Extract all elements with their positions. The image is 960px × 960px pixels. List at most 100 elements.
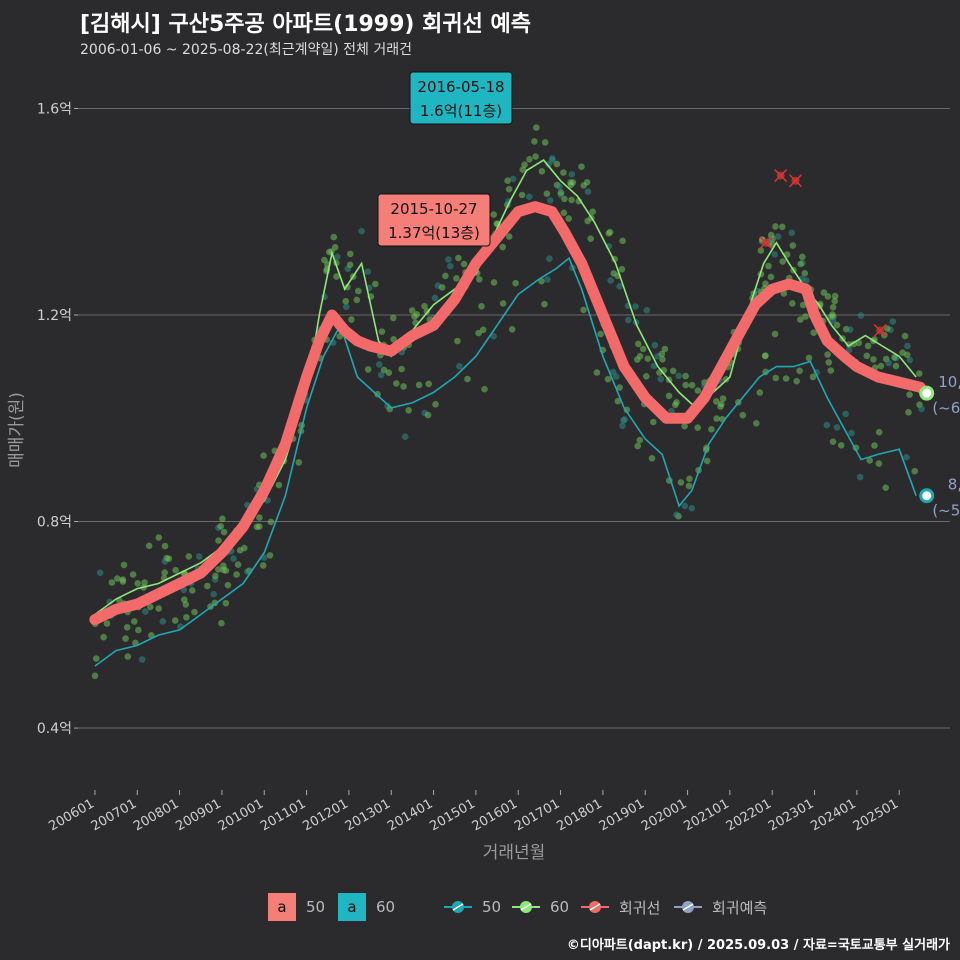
- scatter-point: [584, 188, 592, 195]
- scatter-point: [217, 523, 225, 530]
- scatter-point: [619, 422, 626, 430]
- scatter-point: [557, 189, 565, 196]
- scatter-point: [114, 575, 121, 582]
- scatter-point: [210, 590, 217, 598]
- scatter-point: [431, 294, 439, 302]
- scatter-point: [393, 380, 400, 387]
- scatter-point: [771, 251, 779, 258]
- legend-box-50: a 50: [268, 890, 325, 924]
- scatter-point: [597, 330, 604, 338]
- legend-line-50: 50: [444, 890, 501, 924]
- scatter-point: [639, 345, 647, 353]
- scatter-point: [131, 618, 138, 625]
- scatter-point: [918, 405, 925, 413]
- scatter-point: [644, 355, 652, 363]
- scatter-point: [681, 422, 688, 430]
- endpoint-area: (~50㎡): [932, 502, 960, 520]
- scatter-point: [612, 373, 620, 380]
- scatter-point: [256, 514, 263, 521]
- scatter-point: [864, 342, 872, 350]
- scatter-point: [159, 618, 167, 625]
- scatter-point: [797, 260, 804, 268]
- x-tick-label: 202401: [808, 796, 858, 834]
- y-axis-title: 매매가(원): [7, 392, 27, 468]
- scatter-point: [797, 316, 804, 323]
- scatter-point: [565, 215, 572, 222]
- scatter-point: [857, 312, 865, 319]
- scatter-point: [567, 179, 574, 186]
- scatter-point: [481, 385, 488, 393]
- annotation-date: 2016-05-18: [417, 78, 504, 96]
- scatter-point: [519, 166, 527, 173]
- scatter-point: [625, 316, 632, 324]
- scatter-point: [212, 572, 219, 580]
- scatter-point: [668, 407, 675, 415]
- scatter-point: [476, 276, 483, 283]
- scatter-point: [779, 223, 786, 231]
- scatter-point: [220, 528, 228, 536]
- scatter-point: [460, 260, 468, 268]
- scatter-point: [899, 349, 906, 357]
- scatter-point: [432, 401, 439, 408]
- scatter-point: [916, 370, 923, 377]
- scatter-point: [809, 373, 817, 381]
- x-tick-label: 200801: [131, 796, 181, 834]
- scatter-point: [266, 552, 274, 559]
- scatter-point: [526, 156, 533, 163]
- scatter-point: [230, 555, 237, 562]
- scatter-point: [793, 377, 800, 385]
- scatter-point: [805, 354, 813, 362]
- x-tick-label: 202301: [766, 796, 816, 834]
- scatter-point: [155, 534, 163, 541]
- scatter-point: [172, 566, 179, 574]
- scatter-point: [681, 502, 689, 510]
- scatter-point: [829, 304, 837, 311]
- scatter-point: [623, 406, 631, 414]
- scatter-point: [799, 301, 807, 309]
- scatter-point: [889, 318, 897, 325]
- scatter-point: [141, 579, 148, 586]
- scatter-point: [424, 411, 432, 419]
- scatter-point: [713, 415, 720, 422]
- scatter-point: [260, 452, 267, 459]
- y-tick-label: 0.8억: [37, 515, 72, 531]
- endpoint-value: 10,486: [938, 373, 960, 391]
- scatter-point: [593, 369, 601, 376]
- scatter-point: [694, 387, 702, 394]
- scatter-point: [650, 418, 657, 426]
- scatter-point: [505, 233, 513, 240]
- y-tick-label: 1.6억: [37, 101, 72, 117]
- scatter-point: [413, 311, 421, 318]
- scatter-point: [138, 656, 146, 663]
- scatter-point: [512, 279, 519, 287]
- scatter-point: [604, 375, 612, 383]
- scatter-point: [215, 566, 222, 573]
- scatter-point: [343, 303, 350, 311]
- legend: a 50 a 60 50 60 회귀선 회귀예측: [0, 890, 960, 924]
- scatter-point: [259, 562, 267, 569]
- outlier-cross: [774, 169, 788, 183]
- scatter-point: [334, 253, 341, 261]
- legend-label: 50: [482, 898, 502, 916]
- scatter-point: [134, 580, 141, 587]
- x-tick-label: 201801: [554, 796, 604, 834]
- x-tick-label: 200601: [46, 796, 96, 834]
- scatter-point: [526, 193, 533, 200]
- legend-swatch: [512, 901, 540, 913]
- scatter-point: [400, 383, 407, 390]
- scatter-point: [616, 384, 623, 391]
- scatter-point: [658, 350, 666, 358]
- legend-glyph: a: [338, 893, 366, 921]
- scatter-point: [108, 579, 116, 586]
- scatter-point: [398, 365, 405, 373]
- x-tick-label: 202501: [851, 796, 901, 834]
- scatter-point: [380, 366, 388, 374]
- scatter-point: [438, 284, 446, 291]
- scatter-point: [686, 475, 693, 483]
- scatter-point: [643, 373, 650, 380]
- scatter-point: [408, 307, 416, 314]
- x-tick-labels: 2006012007012008012009012010012011012012…: [46, 796, 901, 834]
- scatter-point: [91, 672, 99, 680]
- scatter-point: [490, 279, 498, 286]
